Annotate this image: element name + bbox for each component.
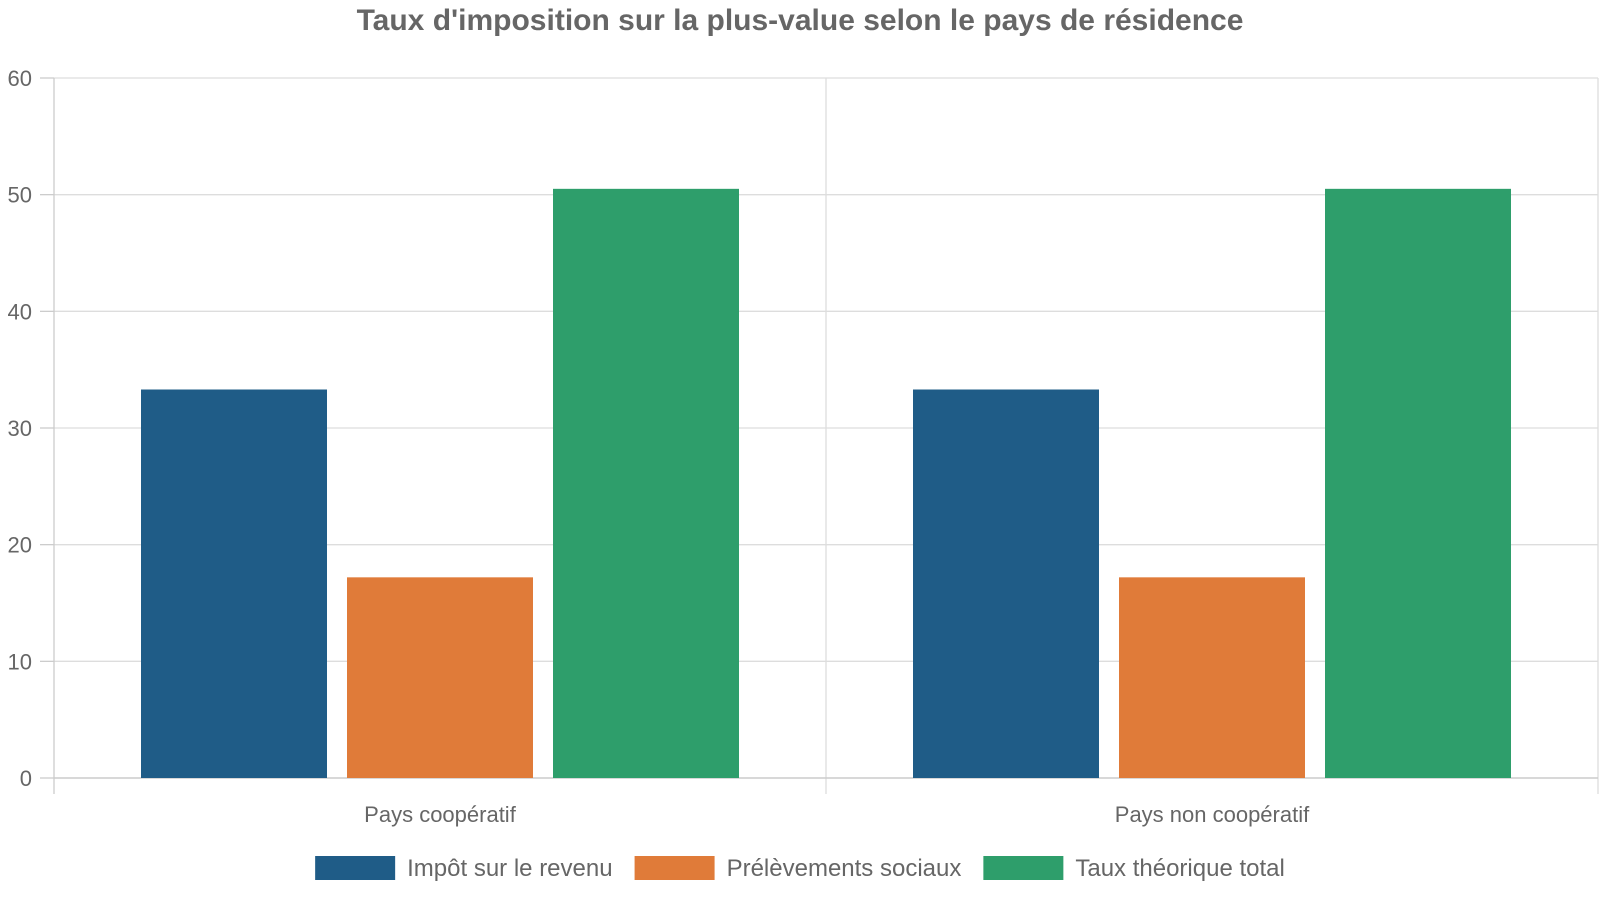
legend-label: Taux théorique total <box>1075 855 1284 882</box>
bar <box>347 577 533 778</box>
bar <box>1325 188 1511 779</box>
y-tick-label: 40 <box>8 299 32 324</box>
chart-title: Taux d'imposition sur la plus-value selo… <box>357 4 1244 37</box>
legend-label: Impôt sur le revenu <box>407 855 612 882</box>
legend-swatch <box>634 856 715 880</box>
y-tick-label: 20 <box>8 533 32 558</box>
bar <box>1119 577 1305 778</box>
y-tick-label: 50 <box>8 183 32 208</box>
bar-layer <box>141 188 1511 779</box>
y-tick-label: 0 <box>20 766 32 791</box>
bar <box>553 188 739 779</box>
y-tick-label: 60 <box>8 66 32 91</box>
x-category-label: Pays non coopératif <box>1115 802 1310 827</box>
bar <box>141 389 327 778</box>
bar <box>913 389 1099 778</box>
legend-swatch <box>983 856 1064 880</box>
legend-swatch <box>315 856 396 880</box>
legend-label: Prélèvements sociaux <box>727 855 962 882</box>
legend: Impôt sur le revenu Prélèvements sociaux T… <box>315 855 1285 882</box>
y-tick-label: 30 <box>8 416 32 441</box>
y-tick-label: 10 <box>8 649 32 674</box>
x-category-label: Pays coopératif <box>364 802 517 827</box>
